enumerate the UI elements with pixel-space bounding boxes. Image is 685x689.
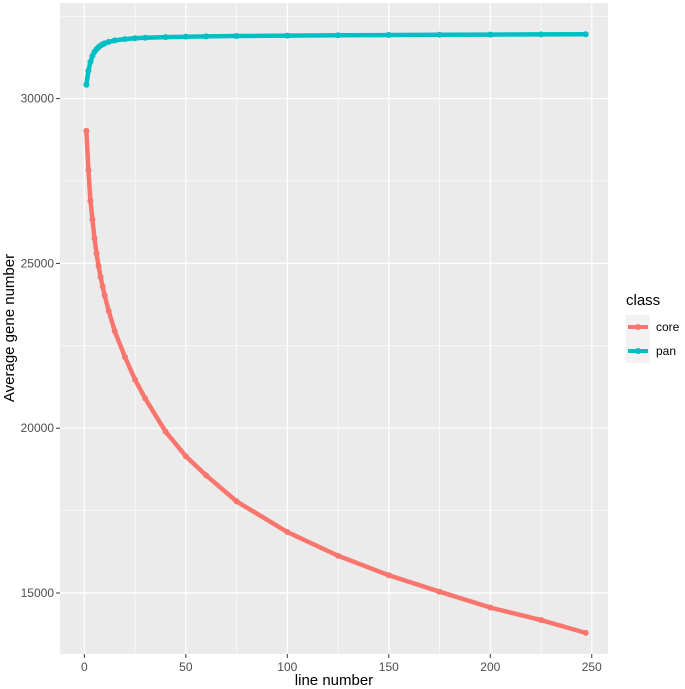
legend: class core pan [626, 292, 680, 363]
x-tick-label: 200 [480, 660, 500, 674]
series-points [83, 31, 589, 636]
data-point-core [93, 250, 100, 257]
data-point-pan [83, 81, 90, 88]
data-point-pan [233, 33, 240, 40]
data-point-core [487, 604, 494, 611]
data-point-pan [162, 34, 169, 41]
data-point-core [121, 354, 128, 361]
data-point-core [95, 263, 102, 270]
data-point-core [91, 235, 98, 242]
data-point-core [97, 273, 104, 280]
legend-keys: core pan [626, 315, 680, 363]
x-axis-title: line number [295, 672, 373, 689]
legend-label-pan: pan [656, 344, 676, 358]
data-point-pan [142, 34, 149, 41]
data-point-core [142, 395, 149, 402]
data-point-pan [385, 32, 392, 39]
data-point-pan [132, 35, 139, 42]
x-tick-label: 100 [277, 660, 297, 674]
data-point-core [111, 328, 118, 335]
data-point-core [284, 529, 291, 536]
grid-minor [60, 3, 608, 654]
data-point-pan [182, 33, 189, 40]
data-point-core [162, 428, 169, 435]
data-point-pan [87, 59, 94, 66]
data-point-core [538, 617, 545, 624]
data-point-core [101, 292, 108, 299]
y-axis: 15000 20000 25000 30000 [21, 92, 60, 600]
data-point-core [89, 216, 96, 223]
data-point-core [87, 197, 94, 204]
data-point-core [85, 167, 92, 174]
data-point-core [436, 588, 443, 595]
x-tick-label: 50 [179, 660, 193, 674]
data-point-core [83, 127, 90, 134]
data-point-pan [436, 31, 443, 38]
y-tick-label: 20000 [21, 421, 55, 435]
data-point-core [335, 552, 342, 559]
data-point-pan [538, 31, 545, 38]
data-point-pan [284, 32, 291, 39]
x-tick-label: 0 [81, 660, 88, 674]
data-point-pan [335, 32, 342, 39]
data-point-pan [121, 36, 128, 43]
data-point-pan [582, 31, 589, 38]
x-axis: 0 50 100 150 200 250 [81, 654, 602, 674]
data-point-pan [487, 31, 494, 38]
data-point-pan [111, 37, 118, 44]
data-point-core [182, 453, 189, 460]
x-tick-label: 150 [379, 660, 399, 674]
y-axis-title: Average gene number [1, 254, 18, 402]
data-point-pan [203, 33, 210, 40]
legend-title: class [626, 292, 660, 309]
data-point-pan [85, 67, 92, 74]
data-point-core [582, 629, 589, 636]
data-point-core [99, 283, 106, 290]
legend-key-point [635, 324, 641, 330]
data-point-pan [105, 38, 112, 45]
data-point-core [385, 572, 392, 579]
legend-label-core: core [656, 320, 680, 334]
y-tick-label: 25000 [21, 256, 55, 270]
plot-panel [60, 3, 608, 654]
data-point-core [233, 498, 240, 505]
data-point-core [105, 307, 112, 314]
data-point-core [203, 472, 210, 479]
data-point-core [132, 376, 139, 383]
y-tick-label: 30000 [21, 92, 55, 106]
grid-major [60, 3, 608, 654]
legend-key-point [635, 348, 641, 354]
y-tick-label: 15000 [21, 586, 55, 600]
x-tick-label: 250 [582, 660, 602, 674]
